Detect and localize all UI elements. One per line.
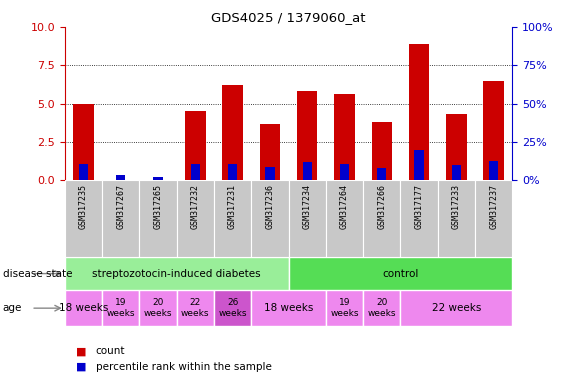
Text: 20
weeks: 20 weeks [144,298,172,318]
Text: GSM317264: GSM317264 [340,184,349,229]
Bar [446,114,467,180]
Bar [340,164,349,180]
Bar [414,150,424,180]
Text: 22
weeks: 22 weeks [181,298,209,318]
Text: percentile rank within the sample: percentile rank within the sample [96,362,271,372]
Text: GSM317232: GSM317232 [191,184,200,229]
Text: disease state: disease state [3,268,72,279]
Bar [222,85,243,180]
Bar [153,177,163,180]
Bar [475,180,512,257]
Bar [400,290,512,326]
Text: 22 weeks: 22 weeks [432,303,481,313]
Text: streptozotocin-induced diabetes: streptozotocin-induced diabetes [92,268,261,279]
Title: GDS4025 / 1379060_at: GDS4025 / 1379060_at [211,11,366,24]
Text: 19
weeks: 19 weeks [330,298,359,318]
Bar [177,180,214,257]
Bar [102,290,140,326]
Bar [326,180,363,257]
Bar [140,180,177,257]
Bar [228,164,237,180]
Text: ■: ■ [76,346,87,356]
Bar [297,91,318,180]
Bar [116,175,126,180]
Text: control: control [382,268,419,279]
Text: 18 weeks: 18 weeks [264,303,313,313]
Text: ■: ■ [76,362,87,372]
Text: GSM317236: GSM317236 [265,184,274,229]
Bar [73,104,93,180]
Text: GSM317265: GSM317265 [154,184,163,229]
Bar [251,180,288,257]
Text: GSM317177: GSM317177 [414,184,423,229]
Text: GSM317233: GSM317233 [452,184,461,229]
Bar [260,124,280,180]
Bar [302,162,312,180]
Text: GSM317237: GSM317237 [489,184,498,229]
Bar [489,161,498,180]
Bar [214,180,251,257]
Text: 26
weeks: 26 weeks [218,298,247,318]
Text: GSM317234: GSM317234 [303,184,312,229]
Bar [177,290,214,326]
Bar [79,164,88,180]
Bar [372,122,392,180]
Bar [65,180,102,257]
Bar [363,290,400,326]
Bar [484,81,504,180]
Bar [185,111,205,180]
Bar [452,165,461,180]
Bar [438,180,475,257]
Bar [65,257,289,290]
Bar [289,257,512,290]
Text: GSM317266: GSM317266 [377,184,386,229]
Text: 19
weeks: 19 weeks [106,298,135,318]
Bar [363,180,400,257]
Text: GSM317235: GSM317235 [79,184,88,229]
Bar [265,167,275,180]
Text: GSM317231: GSM317231 [228,184,237,229]
Bar [400,180,438,257]
Bar [191,164,200,180]
Bar [102,180,139,257]
Bar [377,168,386,180]
Text: age: age [3,303,22,313]
Text: 20
weeks: 20 weeks [368,298,396,318]
Bar [289,180,326,257]
Bar [65,290,102,326]
Text: 18 weeks: 18 weeks [59,303,108,313]
Bar [326,290,363,326]
Bar [251,290,326,326]
Bar [409,44,430,180]
Text: count: count [96,346,125,356]
Text: GSM317267: GSM317267 [116,184,125,229]
Bar [334,94,355,180]
Bar [140,290,177,326]
Bar [214,290,251,326]
